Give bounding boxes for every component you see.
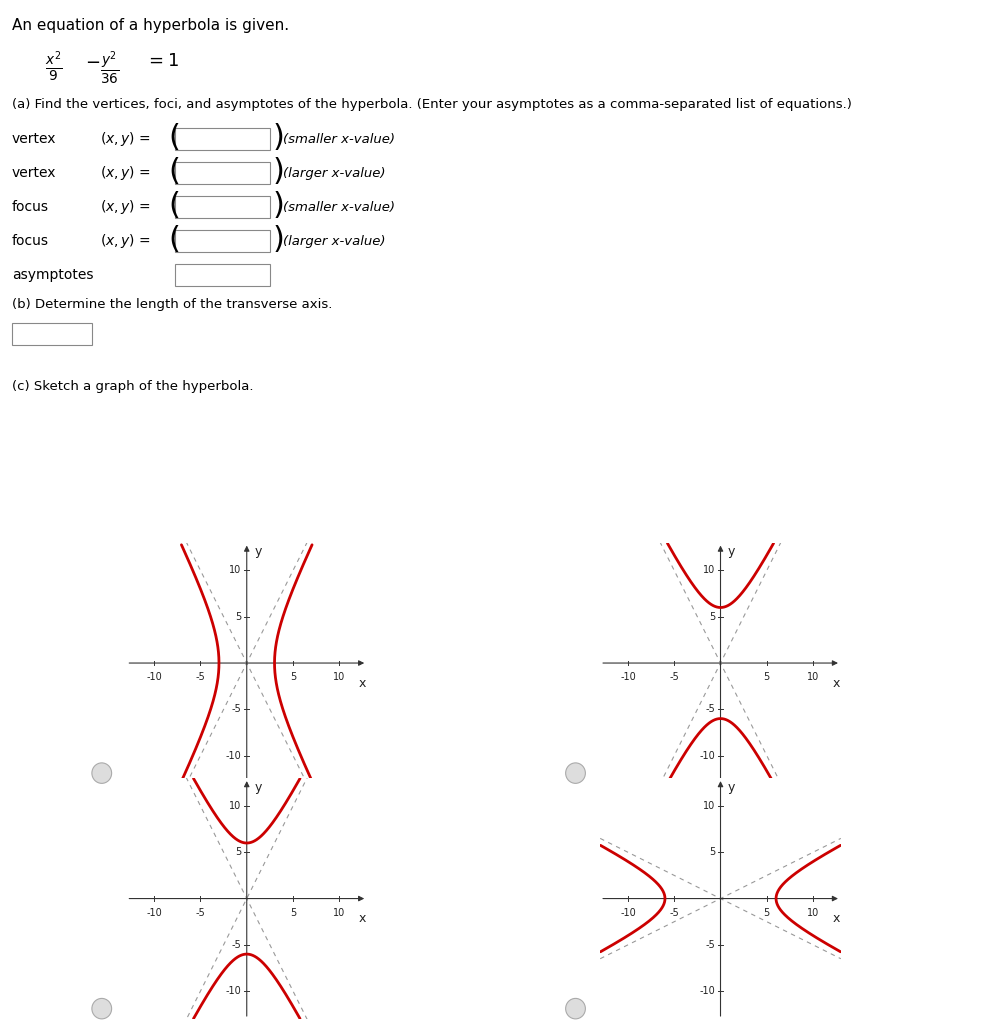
Text: vertex: vertex: [12, 166, 56, 180]
Text: 10: 10: [229, 801, 241, 811]
Text: 10: 10: [702, 565, 714, 575]
Text: (b) Determine the length of the transverse axis.: (b) Determine the length of the transver…: [12, 298, 332, 311]
Text: 5: 5: [290, 908, 296, 918]
Text: 5: 5: [235, 611, 241, 622]
Text: (: (: [168, 224, 179, 254]
Text: 10: 10: [807, 908, 818, 918]
Text: $\frac{y^2}{36}$: $\frac{y^2}{36}$: [100, 50, 119, 87]
Text: $-$: $-$: [85, 52, 100, 70]
Text: focus: focus: [12, 234, 49, 248]
Text: $(x, y)$ =: $(x, y)$ =: [100, 199, 151, 216]
Bar: [175, 230, 270, 252]
Text: -5: -5: [669, 908, 678, 918]
Text: asymptotes: asymptotes: [12, 268, 94, 283]
Text: $\frac{x^2}{9}$: $\frac{x^2}{9}$: [45, 50, 62, 84]
Text: -5: -5: [231, 705, 241, 715]
Text: 10: 10: [333, 673, 345, 682]
Text: 5: 5: [235, 847, 241, 857]
Text: 10: 10: [702, 801, 714, 811]
Text: (c) Sketch a graph of the hyperbola.: (c) Sketch a graph of the hyperbola.: [12, 380, 253, 393]
Bar: [175, 128, 270, 151]
Text: x: x: [831, 677, 839, 690]
Text: -10: -10: [146, 908, 162, 918]
Text: ): ): [273, 157, 285, 185]
Text: x: x: [358, 912, 366, 926]
Text: $(x, y)$ =: $(x, y)$ =: [100, 232, 151, 250]
Text: -10: -10: [619, 673, 635, 682]
Text: (: (: [168, 190, 179, 220]
Text: 5: 5: [290, 673, 296, 682]
Bar: [175, 162, 270, 184]
Text: 5: 5: [708, 611, 714, 622]
Text: ): ): [273, 123, 285, 152]
Text: -10: -10: [146, 673, 162, 682]
Text: 5: 5: [708, 847, 714, 857]
Text: (: (: [168, 157, 179, 185]
Bar: [12, 324, 92, 345]
Text: -5: -5: [195, 673, 205, 682]
Text: y: y: [728, 781, 735, 794]
Text: focus: focus: [12, 200, 49, 214]
Text: $(x, y)$ =: $(x, y)$ =: [100, 164, 151, 182]
Text: -10: -10: [698, 986, 714, 996]
Text: 10: 10: [229, 565, 241, 575]
Text: -5: -5: [669, 673, 678, 682]
Text: 5: 5: [763, 673, 769, 682]
Text: (larger x-value): (larger x-value): [283, 234, 386, 248]
Text: $= 1$: $= 1$: [145, 52, 178, 70]
Text: -5: -5: [231, 940, 241, 950]
Text: $(x, y)$ =: $(x, y)$ =: [100, 130, 151, 148]
Text: 5: 5: [763, 908, 769, 918]
Text: 10: 10: [333, 908, 345, 918]
Text: (: (: [168, 123, 179, 152]
Text: y: y: [254, 781, 261, 794]
Bar: [175, 197, 270, 218]
Text: y: y: [254, 546, 261, 558]
Text: -5: -5: [195, 908, 205, 918]
Text: vertex: vertex: [12, 132, 56, 146]
Text: y: y: [728, 546, 735, 558]
Text: -5: -5: [704, 940, 714, 950]
Text: (larger x-value): (larger x-value): [283, 167, 386, 179]
Text: 10: 10: [807, 673, 818, 682]
Text: ): ): [273, 190, 285, 220]
Text: ): ): [273, 224, 285, 254]
Bar: [175, 264, 270, 287]
Text: -5: -5: [704, 705, 714, 715]
Text: (smaller x-value): (smaller x-value): [283, 201, 394, 214]
Text: (smaller x-value): (smaller x-value): [283, 133, 394, 145]
Text: -10: -10: [619, 908, 635, 918]
Text: -10: -10: [698, 751, 714, 761]
Text: -10: -10: [225, 986, 241, 996]
Text: x: x: [358, 677, 366, 690]
Text: x: x: [831, 912, 839, 926]
Text: (a) Find the vertices, foci, and asymptotes of the hyperbola. (Enter your asympt: (a) Find the vertices, foci, and asympto…: [12, 98, 851, 111]
Text: -10: -10: [225, 751, 241, 761]
Text: An equation of a hyperbola is given.: An equation of a hyperbola is given.: [12, 18, 289, 33]
